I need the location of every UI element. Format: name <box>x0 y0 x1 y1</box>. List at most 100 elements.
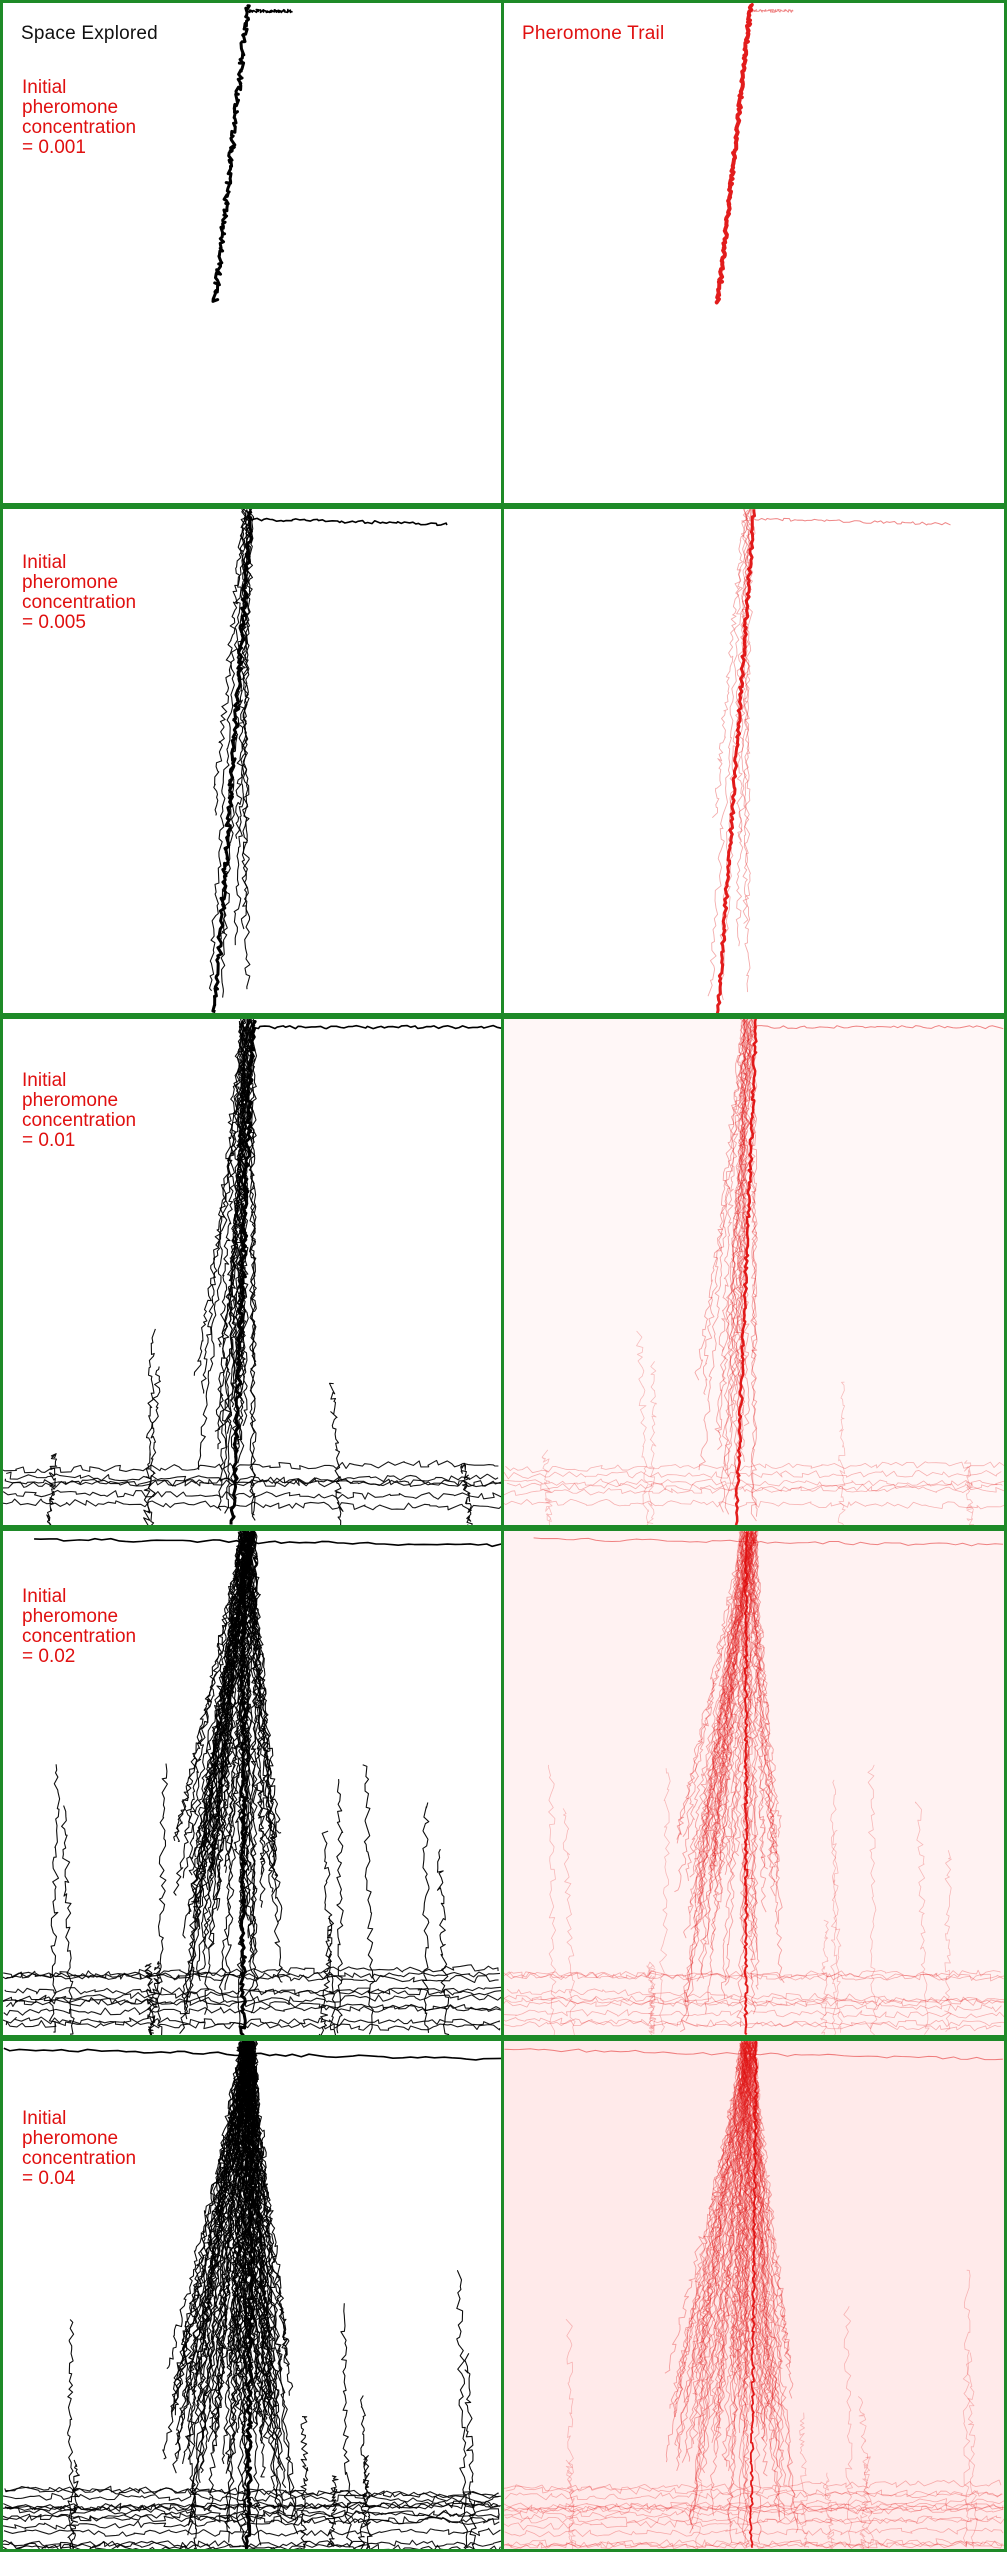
ant-path <box>674 2041 750 2447</box>
ant-path <box>3 2542 357 2549</box>
ant-path <box>682 1531 744 1838</box>
ant-path <box>244 2042 297 2521</box>
ant-path <box>506 1988 1004 2003</box>
ant-path <box>188 1531 253 1876</box>
ant-path <box>709 2041 747 2419</box>
ant-path <box>724 1019 746 1515</box>
pheromone-trail-panel <box>504 509 1004 1013</box>
ant-path <box>693 2042 758 2374</box>
ant-path <box>727 2041 748 2379</box>
ant-path <box>696 1531 753 1923</box>
ant-path <box>724 2041 752 2472</box>
ant-path <box>6 1471 501 1488</box>
ant-path <box>740 2042 766 2441</box>
ant-path <box>166 2041 252 2370</box>
ant-path <box>362 1764 376 2035</box>
ant-path <box>504 2485 1003 2498</box>
ant-path <box>247 1531 274 1893</box>
ant-path <box>248 1019 257 1516</box>
ant-path <box>737 2041 754 2381</box>
pheromone-trail-panel <box>504 1531 1004 2035</box>
ant-path <box>830 1779 843 2033</box>
ant-path <box>736 1531 757 2027</box>
ant-path <box>752 2041 783 2369</box>
space-explored-panel: Initial pheromone concentration = 0.005 <box>3 509 501 1013</box>
ant-path <box>692 1531 755 1903</box>
ant-path <box>187 2042 255 2526</box>
ant-path <box>3 2513 500 2526</box>
ant-path <box>3 1498 501 1511</box>
ant-path <box>745 1531 780 1880</box>
ant-path <box>692 2041 748 2395</box>
ant-path <box>696 1531 755 1905</box>
ant-path <box>739 1019 752 1462</box>
ant-path <box>681 2041 748 2463</box>
ant-path <box>749 9 794 13</box>
row-0.005: Initial pheromone concentration = 0.005 <box>0 506 1007 1016</box>
ant-path <box>718 1019 751 1513</box>
ant-path <box>504 2502 1004 2514</box>
ant-path <box>750 2043 799 2534</box>
ant-path <box>3 1473 499 1489</box>
ant-path <box>240 1020 249 1427</box>
ant-path <box>690 1531 748 1930</box>
pheromone-trail-panel <box>504 2041 1004 2549</box>
ant-path <box>718 1019 746 1352</box>
ant-path <box>727 2041 754 2543</box>
ant-path <box>228 1019 254 1501</box>
ant-path <box>725 1531 755 1867</box>
ant-path <box>679 1531 744 2033</box>
row-0.04: Initial pheromone concentration = 0.04 <box>0 2038 1007 2552</box>
ant-path <box>676 2041 746 2459</box>
ant-path <box>46 1452 58 1525</box>
ant-path <box>233 509 255 946</box>
ant-path <box>336 1779 344 2034</box>
concentration-label: Initial pheromone concentration = 0.001 <box>22 77 137 158</box>
row-0.02: Initial pheromone concentration = 0.02 <box>0 1528 1007 2038</box>
ant-path <box>700 2042 749 2371</box>
ant-path <box>505 2479 1002 2492</box>
ant-path <box>211 4 251 303</box>
ant-path <box>741 1531 757 1908</box>
ant-path <box>734 1532 753 1857</box>
ant-path <box>737 2041 754 2434</box>
ant-path <box>565 2459 577 2547</box>
ant-path <box>249 517 448 527</box>
ant-path <box>3 2016 501 2026</box>
ant-path <box>239 2042 279 2439</box>
ant-path <box>194 2041 249 2424</box>
ant-path <box>3 2004 501 2016</box>
ant-path <box>3 2492 499 2503</box>
ant-path <box>741 2041 766 2430</box>
ant-path <box>741 2042 754 2544</box>
ant-path <box>751 2041 771 2422</box>
ant-path <box>714 1019 754 1434</box>
ant-path <box>504 1483 1003 1496</box>
ant-path <box>685 1531 758 1882</box>
ant-path <box>694 1019 756 1381</box>
ant-path <box>3 2515 500 2530</box>
ant-path <box>752 2043 774 2403</box>
ant-path <box>743 2042 753 2392</box>
ant-path <box>965 2352 978 2549</box>
ant-path <box>696 1531 745 1982</box>
ant-path <box>340 2303 353 2548</box>
ant-path <box>746 2041 762 2544</box>
ant-path <box>715 509 756 1013</box>
ant-path <box>464 2353 477 2549</box>
ant-path <box>752 1533 783 1925</box>
ant-path <box>743 1531 749 2035</box>
ant-path <box>504 1997 1002 2013</box>
ant-path <box>504 2527 1004 2538</box>
trail-paths <box>707 509 951 1013</box>
ant-path <box>732 2041 755 2359</box>
ant-path <box>248 1531 258 2014</box>
ant-path <box>505 1461 1004 1474</box>
concentration-label: Initial pheromone concentration = 0.01 <box>22 1070 137 1151</box>
ant-path <box>506 2498 1004 2512</box>
ant-path <box>820 1919 829 2035</box>
ant-path <box>700 1532 749 1980</box>
explored-paths <box>208 509 448 1013</box>
ant-path <box>734 1019 758 1525</box>
ant-path <box>216 2041 246 2409</box>
